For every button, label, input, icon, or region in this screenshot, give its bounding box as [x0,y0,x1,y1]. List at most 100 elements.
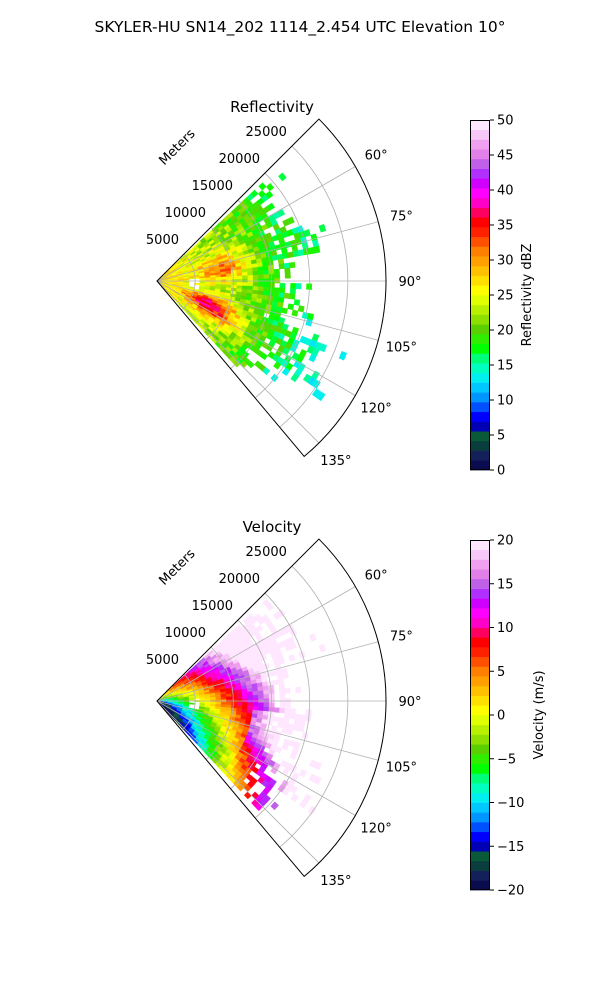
colorbar-cell [470,763,490,774]
data-cell [236,695,243,700]
range-tick-label: 5000 [146,233,179,248]
velocity-frame [156,538,387,878]
colorbar-cell [470,207,490,218]
reflectivity-colorbar-outline [470,120,490,470]
velocity-radial-label: Meters [157,546,199,588]
reflectivity-grid [156,145,386,444]
data-cell [274,273,281,279]
range-tick-label: 10000 [165,626,206,641]
range-ring [279,565,349,848]
data-cell [231,702,238,706]
azimuth-tick-label: 75° [390,210,413,225]
data-cell [338,350,348,361]
data-cell [319,343,328,353]
data-cell [246,267,253,273]
data-cell [215,696,222,701]
data-cell [231,695,238,700]
data-cell [281,307,288,315]
data-cell [281,787,291,796]
range-ring [254,592,311,819]
data-cell [236,282,243,287]
data-cell [290,793,300,803]
data-cell [252,270,259,276]
azimuth-spoke [156,280,356,396]
colorbar-cell [470,275,490,286]
range-ring [205,646,234,760]
data-cell [242,282,249,287]
colorbar-cell [470,120,490,131]
data-cell [278,683,285,690]
colorbar-cell [470,792,490,803]
colorbar-cell [470,265,490,276]
velocity-grid [156,565,386,864]
range-ring [205,226,234,340]
azimuth-tick-label: 120° [360,822,391,837]
data-cell [279,287,286,294]
azimuth-tick-label: 75° [390,630,413,645]
data-cell [247,702,254,707]
velocity-colorbar-outline [470,540,490,890]
data-cell [289,641,297,650]
data-cell [188,702,195,705]
colorbar-cell [470,549,490,560]
data-cell [247,271,254,276]
data-cell [307,805,317,815]
data-cell [252,274,259,280]
data-cell [270,766,279,775]
colorbar-cell [470,343,490,354]
data-cell [265,190,274,199]
azimuth-tick-label: 135° [320,874,351,889]
reflectivity-range-ticks: 5000 10000 15000 20000 25000 [146,125,287,248]
colorbar-cell [470,821,490,833]
colorbar-cell [470,685,490,696]
data-cell [287,216,295,225]
colorbar-cell [470,421,490,432]
data-cell [308,633,317,642]
data-cell [258,694,265,700]
velocity-range-ticks: 5000 10000 15000 20000 25000 [146,545,287,668]
data-cell [265,602,275,612]
data-cell [299,769,308,778]
data-cell [247,282,254,287]
colorbar-cell [470,440,490,451]
colorbar-cell [470,149,490,160]
data-cell [318,643,327,653]
data-cell [283,292,291,299]
colorbar-tick-label: 45 [497,149,514,164]
data-cell [263,269,270,275]
colorbar-cell [470,744,490,755]
data-cell [260,352,268,361]
data-cell [308,353,317,363]
data-cell [273,287,280,293]
velocity-colorbar-cells [470,540,490,891]
data-cell [231,275,238,280]
data-cell [279,688,286,694]
azimuth-spoke [156,641,379,702]
range-tick-label: 20000 [219,152,260,167]
data-cell [273,361,282,370]
data-cell [290,373,300,383]
data-cell [241,271,248,277]
colorbar-cell [470,217,490,228]
colorbar-cell [470,715,490,726]
data-cell [293,299,301,306]
azimuth-tick-label: 120° [360,402,391,417]
data-cell [278,292,285,299]
data-cell [204,277,211,281]
data-cell [257,686,264,692]
colorbar-cell [470,392,490,403]
colorbar-tick-label: −5 [497,752,516,767]
colorbar-cell [470,646,490,658]
colorbar-cell [470,372,490,383]
data-cell [272,679,280,686]
data-cell [278,657,286,665]
data-cell [281,743,289,751]
data-cell [220,276,227,280]
data-cell [282,672,289,679]
data-cell [258,182,267,191]
colorbar-cell [470,666,490,677]
data-cell [294,713,301,721]
data-cell [188,698,195,701]
colorbar-cell [470,860,490,871]
colorbar-cell [470,841,490,852]
